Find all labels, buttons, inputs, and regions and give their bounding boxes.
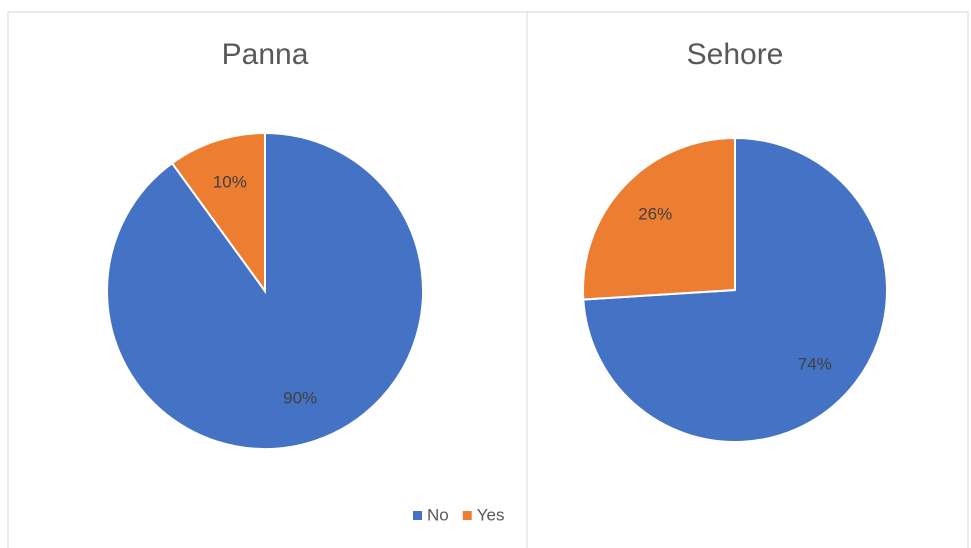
legend-label: No <box>427 505 449 524</box>
pie-slice <box>582 136 736 301</box>
data-label: 74% <box>798 354 832 373</box>
data-label: 90% <box>283 389 317 408</box>
frame <box>7 11 969 548</box>
chart-title: Panna <box>222 38 309 71</box>
chart-title: Sehore <box>687 38 784 71</box>
pie-slice <box>170 131 266 295</box>
data-label: 10% <box>213 172 247 191</box>
data-label: 26% <box>638 205 672 224</box>
legend-label: Yes <box>477 505 505 524</box>
legend-swatch <box>462 511 472 520</box>
legend-swatch <box>413 511 422 520</box>
